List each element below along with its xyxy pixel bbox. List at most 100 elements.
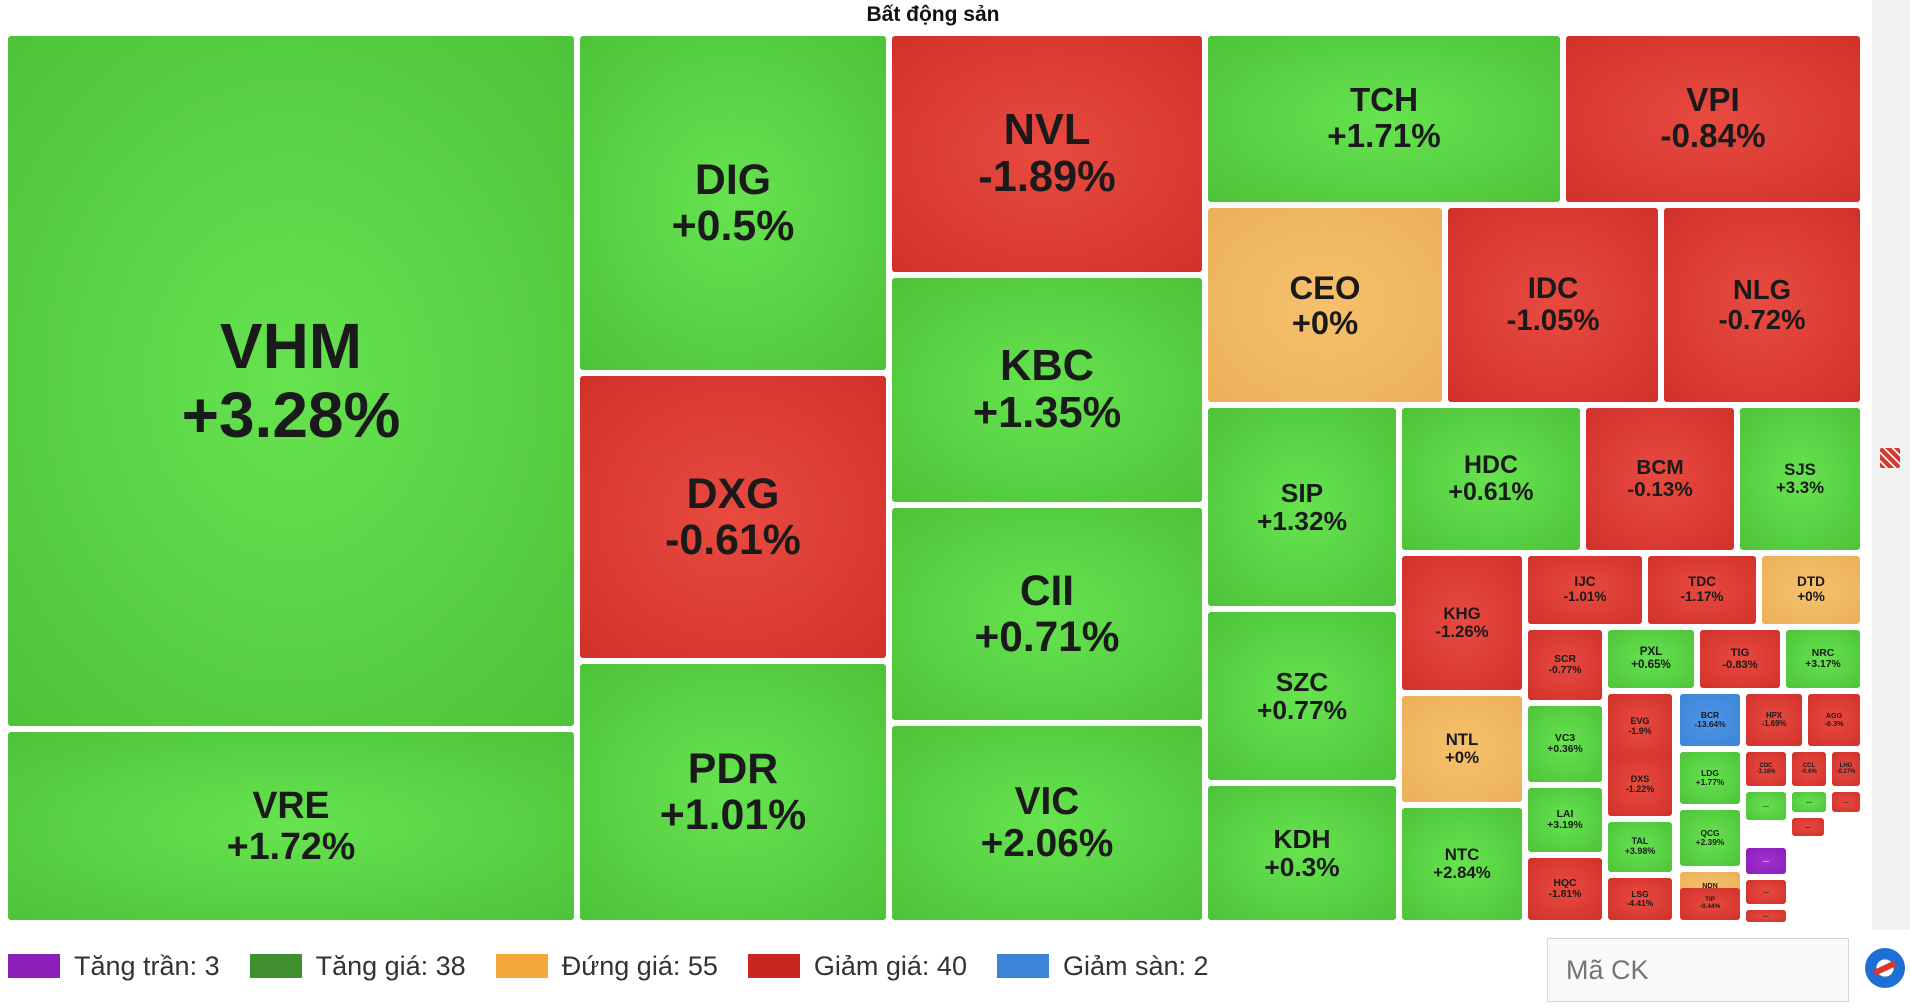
treemap-cell-ntl[interactable]: NTL +0% bbox=[1402, 696, 1522, 802]
cell-change: -13.64% bbox=[1694, 719, 1726, 729]
legend-item-ceiling: Tăng trần: 3 bbox=[8, 951, 220, 982]
treemap-cell-small[interactable]: ... bbox=[1792, 792, 1826, 812]
treemap-cell-agg[interactable]: AGG -0.3% bbox=[1808, 694, 1860, 746]
treemap-cell-tdc[interactable]: TDC -1.17% bbox=[1648, 556, 1756, 624]
treemap-cell-szc[interactable]: SZC +0.77% bbox=[1208, 612, 1396, 780]
treemap-cell-vre[interactable]: VRE +1.72% bbox=[8, 732, 574, 920]
cell-symbol: SIP bbox=[1280, 477, 1324, 508]
treemap-cell-bcr[interactable]: BCR -13.64% bbox=[1680, 694, 1740, 746]
treemap-cell-tch[interactable]: TCH +1.71% bbox=[1208, 36, 1560, 202]
treemap-cell-sjs[interactable]: SJS +3.3% bbox=[1740, 408, 1860, 550]
treemap-cell-khg[interactable]: KHG -1.26% bbox=[1402, 556, 1522, 690]
cell-symbol: CII bbox=[1019, 567, 1075, 615]
cell-change: -0.83% bbox=[1722, 659, 1758, 671]
treemap-cell-small[interactable]: ... bbox=[1832, 792, 1860, 812]
legend-item-floor: Giảm sàn: 2 bbox=[996, 950, 1209, 982]
treemap-cell-tig[interactable]: TIG -0.83% bbox=[1700, 630, 1780, 688]
cell-change: +0.65% bbox=[1631, 658, 1671, 671]
treemap-cell-nlg[interactable]: NLG -0.72% bbox=[1664, 208, 1860, 402]
legend-label-ceiling: Tăng trần: 3 bbox=[74, 950, 220, 981]
treemap-cell-kbc[interactable]: KBC +1.35% bbox=[892, 278, 1202, 502]
treemap-cell-ijc[interactable]: IJC -1.01% bbox=[1528, 556, 1642, 624]
legend-label-flat: Đứng giá: 55 bbox=[561, 950, 718, 981]
cell-change: +2.39% bbox=[1695, 837, 1725, 847]
treemap-cell-cii[interactable]: CII +0.71% bbox=[892, 508, 1202, 720]
treemap-cell-ldg[interactable]: LDG +1.77% bbox=[1680, 752, 1740, 804]
cell-symbol: NRC bbox=[1811, 647, 1835, 659]
treemap-cell-sip[interactable]: SIP +1.32% bbox=[1208, 408, 1396, 606]
cell-change: +1.71% bbox=[1327, 118, 1441, 155]
cell-symbol: NDN bbox=[1702, 881, 1718, 891]
treemap-cell-hdc[interactable]: HDC +0.61% bbox=[1402, 408, 1580, 550]
cell-symbol: IJC bbox=[1574, 574, 1596, 590]
legend-swatch-flat bbox=[495, 954, 548, 978]
legend-item-down: Giảm giá: 40 bbox=[747, 951, 967, 982]
cell-symbol: CEO bbox=[1289, 268, 1361, 306]
cell-symbol: NVL bbox=[1003, 106, 1091, 155]
legend-label-floor: Giảm sàn: 2 bbox=[1062, 950, 1209, 981]
treemap-cell-hqc[interactable]: HQC -1.81% bbox=[1528, 858, 1602, 920]
cell-change: +0% bbox=[1291, 304, 1359, 341]
treemap-cell-small[interactable]: ... bbox=[1746, 792, 1786, 820]
treemap-cell-nvl[interactable]: NVL -1.89% bbox=[892, 36, 1202, 272]
treemap-cell-dig[interactable]: DIG +0.5% bbox=[580, 36, 886, 370]
stock-code-search-input[interactable] bbox=[1547, 938, 1849, 1002]
cell-symbol: TCH bbox=[1349, 82, 1419, 120]
treemap-cell-small[interactable]: ... bbox=[1746, 848, 1786, 874]
cell-symbol: CDC bbox=[1759, 762, 1773, 769]
treemap-cell-ccl[interactable]: CCL -0.6% bbox=[1792, 752, 1826, 786]
cell-change: +1.35% bbox=[972, 389, 1122, 437]
treemap-cell-vic[interactable]: VIC +2.06% bbox=[892, 726, 1202, 920]
cell-symbol: LDG bbox=[1701, 767, 1719, 778]
treemap-cell-pdr[interactable]: PDR +1.01% bbox=[580, 664, 886, 920]
treemap-cell-evg[interactable]: EVG -1.9% bbox=[1608, 694, 1672, 760]
cell-symbol: LHG bbox=[1839, 762, 1853, 769]
treemap-cell-pxl[interactable]: PXL +0.65% bbox=[1608, 630, 1694, 688]
cell-symbol: VHM bbox=[219, 309, 363, 382]
treemap-cell-dxg[interactable]: DXG -0.61% bbox=[580, 376, 886, 658]
treemap-cell-ceo[interactable]: CEO +0% bbox=[1208, 208, 1442, 402]
cell-change: +0.36% bbox=[1547, 744, 1583, 755]
treemap-cell-bcm[interactable]: BCM -0.13% bbox=[1586, 408, 1734, 550]
cell-symbol: ... bbox=[1805, 823, 1811, 831]
treemap-cell-dtd[interactable]: DTD +0% bbox=[1762, 556, 1860, 624]
treemap-cell-hpx[interactable]: HPX -1.69% bbox=[1746, 694, 1802, 746]
treemap-cell-lsg[interactable]: LSG -4.41% bbox=[1608, 878, 1672, 920]
cell-change: +0.3% bbox=[1264, 852, 1340, 882]
cell-symbol: CCL bbox=[1802, 762, 1816, 769]
treemap-cell-small[interactable]: ... bbox=[1746, 880, 1786, 904]
treemap-cell-qcg[interactable]: QCG +2.39% bbox=[1680, 810, 1740, 866]
cell-change: +0.77% bbox=[1257, 695, 1347, 725]
treemap-cell-vpi[interactable]: VPI -0.84% bbox=[1566, 36, 1860, 202]
side-pattern-icon[interactable] bbox=[1880, 448, 1900, 468]
treemap-cell-idc[interactable]: IDC -1.05% bbox=[1448, 208, 1658, 402]
treemap-cell-scr[interactable]: SCR -0.77% bbox=[1528, 630, 1602, 700]
brand-logo-icon[interactable] bbox=[1865, 948, 1905, 988]
cell-symbol: ... bbox=[1843, 798, 1849, 806]
cell-symbol: PDR bbox=[687, 744, 779, 793]
treemap-cell-small[interactable]: ... bbox=[1792, 818, 1824, 836]
legend-swatch-down bbox=[747, 954, 800, 978]
cell-change: +1.72% bbox=[226, 825, 356, 867]
cell-symbol: ... bbox=[1763, 912, 1769, 920]
treemap-cell-dxs[interactable]: DXS -1.22% bbox=[1608, 754, 1672, 816]
legend: Tăng trần: 3 Tăng giá: 38 Đứng giá: 55 G… bbox=[8, 948, 1239, 984]
cell-change: +2.84% bbox=[1433, 863, 1491, 882]
treemap-cell-lhg[interactable]: LHG -0.27% bbox=[1832, 752, 1860, 786]
cell-change: +0.5% bbox=[671, 202, 795, 250]
treemap-cell-kdh[interactable]: KDH +0.3% bbox=[1208, 786, 1396, 920]
treemap-cell-nrc[interactable]: NRC +3.17% bbox=[1786, 630, 1860, 688]
treemap-cell-small[interactable]: ... bbox=[1746, 910, 1786, 922]
treemap-cell-lai[interactable]: LAI +3.19% bbox=[1528, 788, 1602, 852]
treemap-cell-tip[interactable]: TIP -0.44% bbox=[1680, 888, 1740, 920]
treemap-cell-vhm[interactable]: VHM +3.28% bbox=[8, 36, 574, 726]
cell-change: -1.22% bbox=[1625, 784, 1655, 794]
treemap-cell-vc3[interactable]: VC3 +0.36% bbox=[1528, 706, 1602, 782]
cell-change: -1.26% bbox=[1435, 622, 1489, 641]
treemap-cell-ntc[interactable]: NTC +2.84% bbox=[1402, 808, 1522, 920]
treemap-cell-cdc[interactable]: CDC -3.16% bbox=[1746, 752, 1786, 786]
cell-change: -0.77% bbox=[1548, 665, 1582, 676]
cell-symbol: LSG bbox=[1631, 888, 1649, 899]
cell-symbol: SCR bbox=[1554, 653, 1576, 665]
treemap-cell-tal[interactable]: TAL +3.98% bbox=[1608, 822, 1672, 872]
